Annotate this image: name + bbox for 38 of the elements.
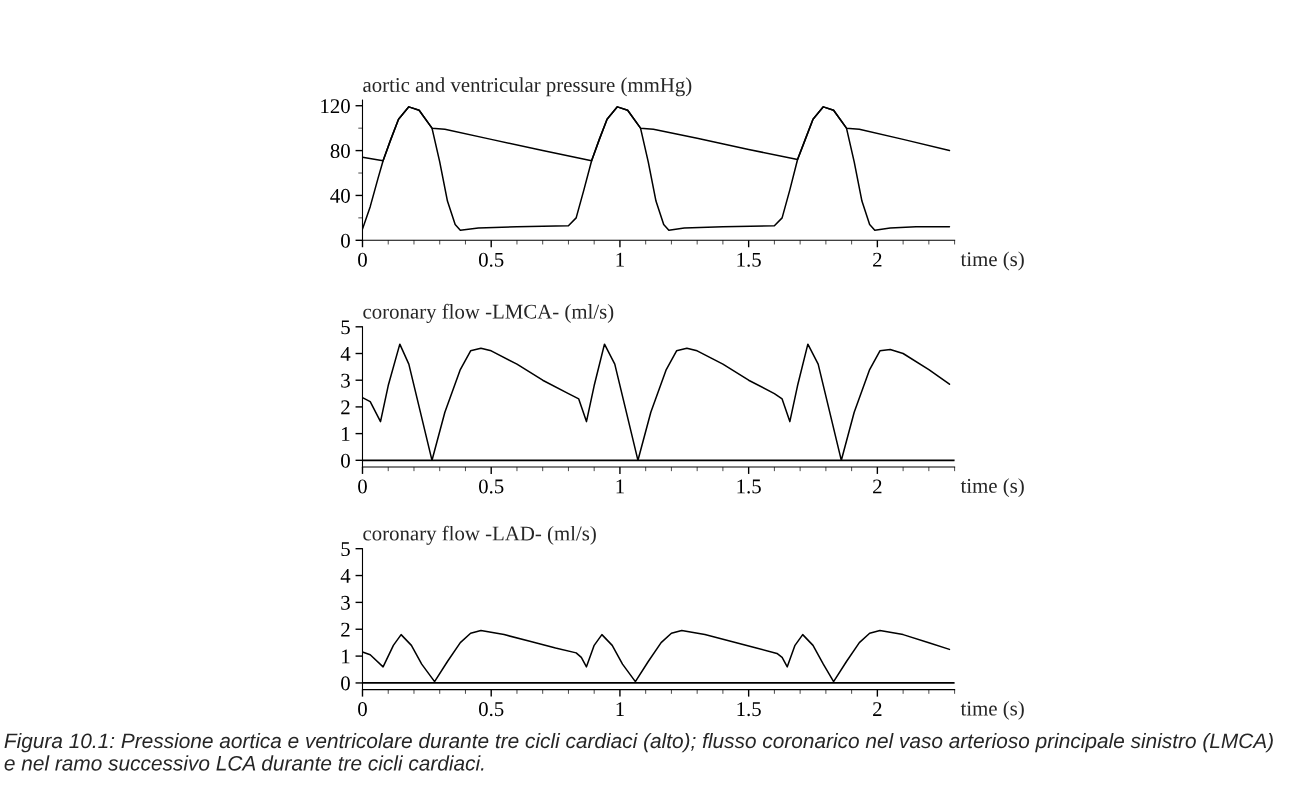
x-axis-title: time (s) — [960, 251, 1024, 271]
chart-title: coronary flow -LMCA- (ml/s) — [363, 303, 614, 323]
y-tick-label: 4 — [340, 569, 351, 583]
y-tick-label: 3 — [341, 373, 350, 388]
y-tick-label: 2 — [341, 622, 350, 637]
x-tick-label: 0.5 — [478, 702, 504, 717]
x-tick-label: 1.5 — [737, 252, 761, 267]
y-tick-label: 80 — [330, 143, 350, 159]
y-tick-label: 120 — [321, 99, 350, 114]
x-tick-label: 1.5 — [737, 702, 761, 717]
x-axis-title: time (s) — [960, 700, 1024, 720]
text: Figura 10.1: Pressione aortica e ventricolare durante tre cicli cardiaci (alto); flusso coronarico nel vaso arterioso principale sinistro (LMCA) e nel ramo successivo LCA durante tre cicli cardiaci. — [4, 732, 1273, 771]
y-tick-label: 4 — [340, 347, 351, 361]
x-tick-label: 0.5 — [478, 252, 504, 267]
x-tick-label: 1.5 — [737, 479, 761, 494]
y-tick-label: 40 — [330, 188, 350, 203]
x-tick-label: 0.5 — [478, 479, 504, 494]
y-tick-label: 5 — [341, 320, 350, 335]
chart-title: coronary flow -LAD- (ml/s) — [363, 525, 596, 545]
x-axis-title: time (s) — [960, 478, 1024, 498]
y-tick-label: 0 — [341, 453, 350, 468]
x-tick-label: 2 — [873, 479, 882, 494]
x-tick-label: 0 — [358, 702, 367, 717]
y-tick-label: 1 — [342, 649, 350, 664]
x-tick-label: 2 — [873, 252, 882, 267]
y-tick-label: 0 — [341, 676, 350, 691]
y-tick-label: 2 — [341, 400, 350, 415]
x-tick-label: 1 — [616, 702, 624, 716]
x-tick-label: 2 — [873, 702, 882, 716]
x-tick-label: 1 — [616, 479, 624, 494]
chart-title: aortic and ventricular pressure (mmHg) — [363, 77, 692, 97]
y-tick-label: 3 — [341, 595, 350, 610]
y-tick-label: 0 — [341, 233, 350, 248]
x-tick-label: 0 — [358, 479, 367, 494]
x-tick-label: 1 — [616, 252, 624, 267]
y-tick-label: 1 — [342, 427, 350, 441]
y-tick-label: 5 — [341, 542, 350, 557]
x-tick-label: 0 — [358, 252, 367, 267]
